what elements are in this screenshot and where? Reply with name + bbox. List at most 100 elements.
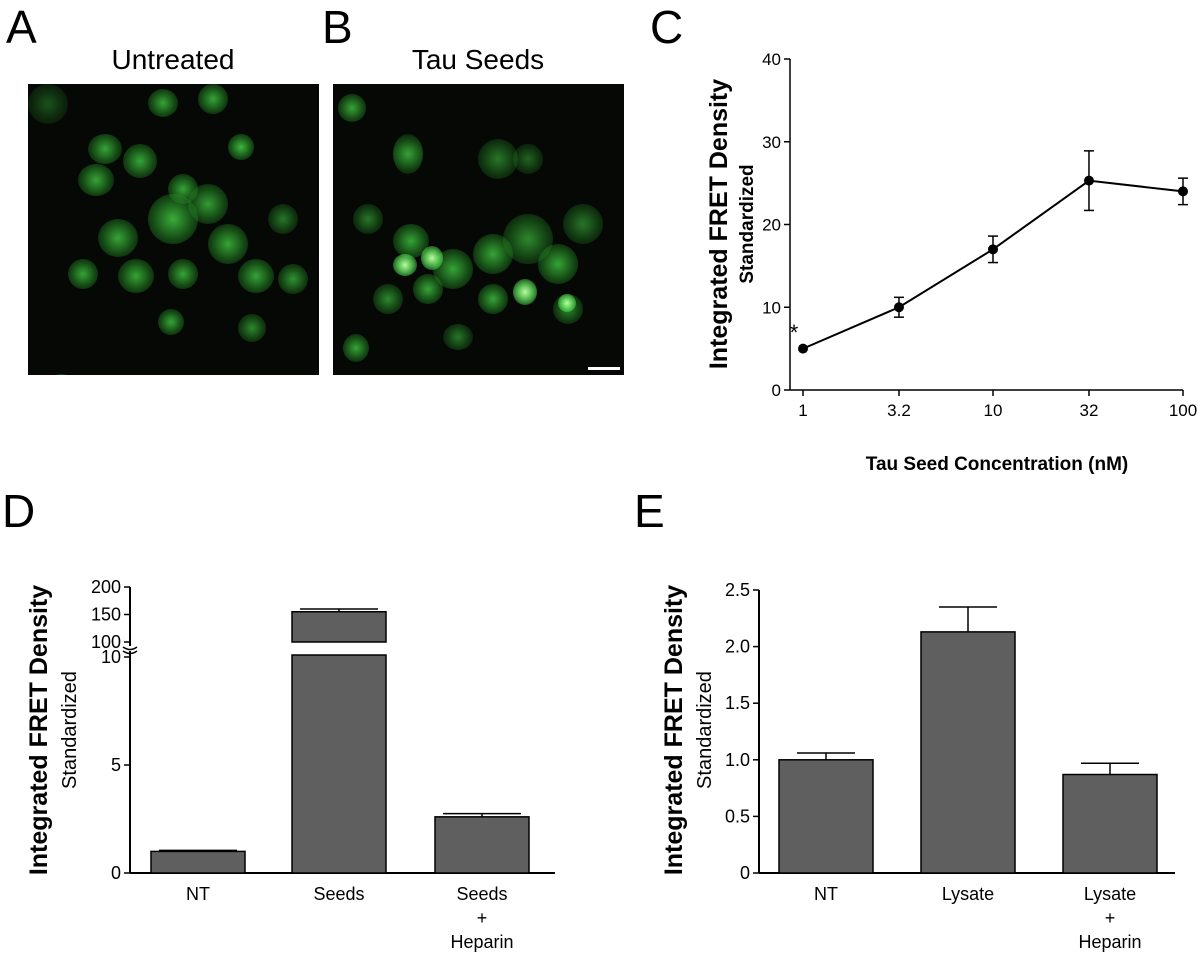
chart-e-category-label: NT xyxy=(814,884,838,904)
micrograph-a-cell xyxy=(78,164,114,196)
chart-d-category-label: NT xyxy=(186,884,210,904)
chart-c-data-point xyxy=(988,244,998,255)
micrograph-b-aggregate xyxy=(558,294,576,312)
chart-e-category-label: Heparin xyxy=(1078,932,1141,952)
micrograph-a-cell xyxy=(228,134,254,160)
micrograph-a-cell xyxy=(188,184,228,224)
chart-c-x-tick-label: 3.2 xyxy=(887,401,911,420)
chart-c-x-tick-label: 100 xyxy=(1169,401,1197,420)
chart-c-data-point xyxy=(1178,186,1188,197)
chart-e-y-tick-label: 1.0 xyxy=(725,750,750,770)
micrograph-b-cell xyxy=(478,139,518,179)
micrograph-b-cell xyxy=(353,204,383,234)
micrograph-a-cell xyxy=(88,134,122,164)
chart-c-series-line xyxy=(802,179,1184,350)
micrograph-b-cell xyxy=(373,284,403,314)
micrograph-a-cell xyxy=(28,84,68,124)
chart-c-y-tick-label: 10 xyxy=(762,298,781,317)
chart-e-bar xyxy=(920,631,1016,874)
chart-c-x-tick-label: 1 xyxy=(798,401,807,420)
chart-d-y-tick-label: 150 xyxy=(91,605,121,625)
micrograph-untreated xyxy=(28,84,319,375)
chart-c-y-axis-subtitle: Standardized xyxy=(737,164,758,283)
micrograph-b-cell xyxy=(443,324,473,350)
micrograph-b-cell xyxy=(343,334,369,362)
chart-d-y-tick-label: 10 xyxy=(101,647,121,667)
chart-d-category-label: Seeds xyxy=(313,884,364,904)
chart-e-y-axis-title: Integrated FRET Density xyxy=(660,585,688,875)
image-title-tau-seeds: Tau Seeds xyxy=(411,44,545,75)
chart-c-y-tick-label: 30 xyxy=(762,133,781,152)
chart-d-y-tick-label: 200 xyxy=(91,577,121,597)
chart-e-category-label: Lysate xyxy=(942,884,994,904)
micrograph-tau-seeds xyxy=(333,84,624,375)
chart-e-bar xyxy=(778,759,874,874)
chart-c-y-tick-label: 40 xyxy=(762,50,781,69)
chart-d-category-label: + xyxy=(477,908,488,928)
chart-e-y-tick-label: 1.5 xyxy=(725,693,750,713)
micrograph-b-cell xyxy=(563,204,603,244)
chart-d-y-tick-label: 5 xyxy=(111,755,121,775)
chart-e-y-tick-label: 2.5 xyxy=(725,580,750,600)
micrograph-a-cell xyxy=(208,224,248,264)
micrograph-a-cell xyxy=(148,89,178,117)
micrograph-b-aggregate xyxy=(513,279,537,305)
chart-c-data-point xyxy=(1083,175,1094,186)
chart-d-bar xyxy=(434,816,530,874)
micrograph-a-cell xyxy=(118,259,154,293)
micrograph-b-cell xyxy=(478,284,508,314)
chart-e-lysate: 0 0.5 1.0 1.5 2.0 2.5 NT Lysate Lysate + Heparin I… xyxy=(660,580,1175,952)
micrograph-b-cell xyxy=(338,94,366,122)
chart-c-data-point xyxy=(798,343,808,354)
micrograph-b-cell xyxy=(538,244,578,284)
micrograph-a-cell xyxy=(198,84,228,114)
image-title-untreated: Untreated xyxy=(111,44,235,75)
chart-c-y-tick-label: 20 xyxy=(762,216,781,235)
chart-d-y-axis-title: Integrated FRET Density xyxy=(25,585,53,875)
panel-letter-b: B xyxy=(322,1,353,53)
chart-e-y-tick-label: 0.5 xyxy=(725,806,750,826)
chart-c-x-tick-label: 32 xyxy=(1080,401,1099,420)
chart-d-category-label: Seeds xyxy=(456,884,507,904)
chart-c-x-tick-label: 10 xyxy=(984,401,1003,420)
chart-d-bar-upper xyxy=(291,611,387,643)
chart-c-x-axis-title: Tau Seed Concentration (nM) xyxy=(866,454,1128,475)
micrograph-a-cell xyxy=(98,219,138,257)
micrograph-b-cell xyxy=(413,274,443,304)
chart-d-y-axis-subtitle: Standardized xyxy=(59,671,81,789)
micrograph-b-cell xyxy=(393,134,423,174)
micrograph-a-cell xyxy=(268,204,298,234)
chart-e-bar xyxy=(1062,773,1158,874)
micrograph-a-cell xyxy=(123,144,157,178)
micrograph-a-cell xyxy=(48,374,74,375)
chart-d-y-tick-label: 0 xyxy=(111,863,121,883)
chart-d-y-tick-label: 100 xyxy=(91,632,121,652)
chart-e-y-tick-label: 2.0 xyxy=(725,637,750,657)
chart-e-y-tick-label: 0 xyxy=(740,863,750,883)
chart-e-y-axis-subtitle: Standardized xyxy=(694,671,716,789)
micrograph-a-cell xyxy=(158,309,184,335)
chart-c-y-axis-title: Integrated FRET Density xyxy=(705,79,733,369)
scale-bar xyxy=(588,367,620,370)
micrograph-a-cell xyxy=(168,259,198,289)
chart-c-data-point xyxy=(893,302,904,313)
micrograph-a-cell xyxy=(68,259,98,289)
chart-d-axis-break-mark xyxy=(122,650,138,655)
panel-letter-e: E xyxy=(634,485,665,537)
chart-e-category-label: + xyxy=(1105,908,1116,928)
chart-c-y-tick-label: 0 xyxy=(772,381,781,400)
panel-letter-d: D xyxy=(2,485,36,537)
panel-letter-c: C xyxy=(650,1,684,53)
chart-c-asterisk: * xyxy=(790,320,799,345)
micrograph-b-aggregate xyxy=(393,254,417,276)
chart-d-bar xyxy=(150,850,246,874)
chart-e-category-label: Lysate xyxy=(1084,884,1136,904)
micrograph-a-cell xyxy=(238,259,274,293)
micrograph-a-cell xyxy=(278,264,308,294)
chart-d-bar-lower xyxy=(291,654,387,874)
micrograph-b-aggregate xyxy=(421,246,443,270)
panel-letter-a: A xyxy=(6,1,37,53)
chart-d-axis-break-mark xyxy=(122,646,138,651)
micrograph-b-cell xyxy=(513,144,543,174)
